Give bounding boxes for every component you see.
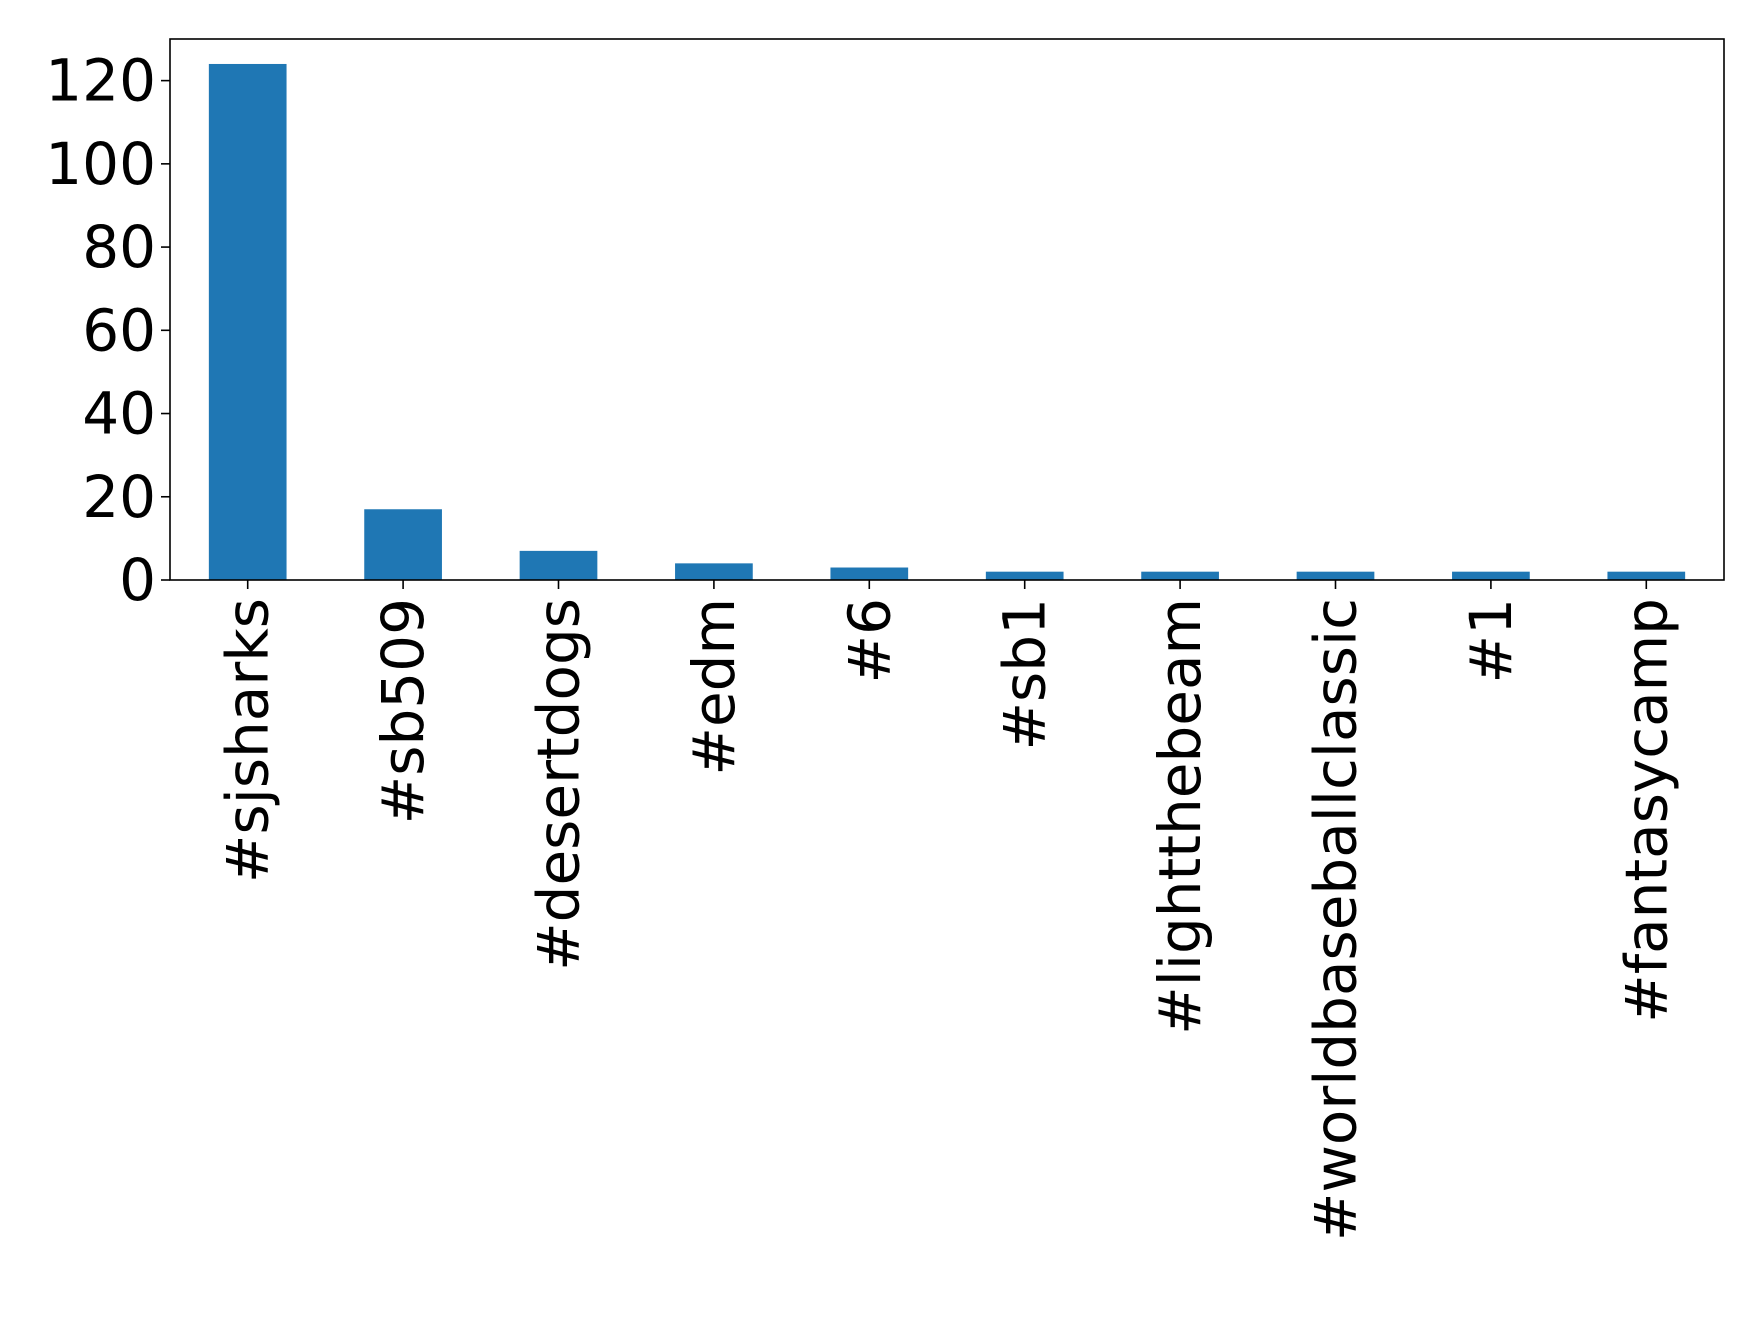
bar-fantasycamp [1607, 571, 1686, 580]
bar-6 [830, 567, 909, 580]
x-tick-label: #6 [835, 598, 903, 684]
y-tick-label: 40 [82, 380, 156, 448]
x-tick-label: #sb509 [369, 598, 437, 824]
bar-sb509 [364, 509, 442, 580]
y-tick-label: 100 [45, 130, 156, 198]
x-tick-label: #edm [680, 598, 748, 776]
bar-sb1 [985, 571, 1064, 580]
x-tick-label: #lightthebeam [1146, 598, 1214, 1035]
bar-sjsharks [208, 63, 287, 580]
y-tick-label: 80 [82, 213, 156, 281]
ticks-layer: 0 20 40 60 80 100 120 #sjsharks #sb509 #desertdog… [45, 47, 1680, 1242]
y-tick-label: 0 [119, 546, 156, 614]
axes-layer [169, 38, 1725, 581]
bar-edm [675, 563, 753, 580]
x-tick-label: #desertdogs [525, 598, 593, 971]
y-tick-label: 20 [82, 463, 156, 531]
plot-frame [169, 38, 1725, 581]
bar-worldbaseballclassic [1296, 571, 1375, 580]
bar-1 [1452, 571, 1530, 580]
x-tick-label: #worldbaseballclassic [1302, 598, 1370, 1241]
y-tick-label: 60 [82, 296, 156, 364]
bar-lightthebeam [1141, 571, 1219, 580]
bar-desertdogs [519, 550, 598, 580]
x-tick-label: #1 [1457, 598, 1525, 684]
x-tick-label: #sjsharks [214, 598, 282, 883]
y-tick-label: 120 [45, 47, 156, 115]
bars-layer [208, 63, 1686, 580]
x-tick-label: #sb1 [991, 598, 1059, 751]
x-tick-label: #fantasycamp [1612, 598, 1680, 1023]
